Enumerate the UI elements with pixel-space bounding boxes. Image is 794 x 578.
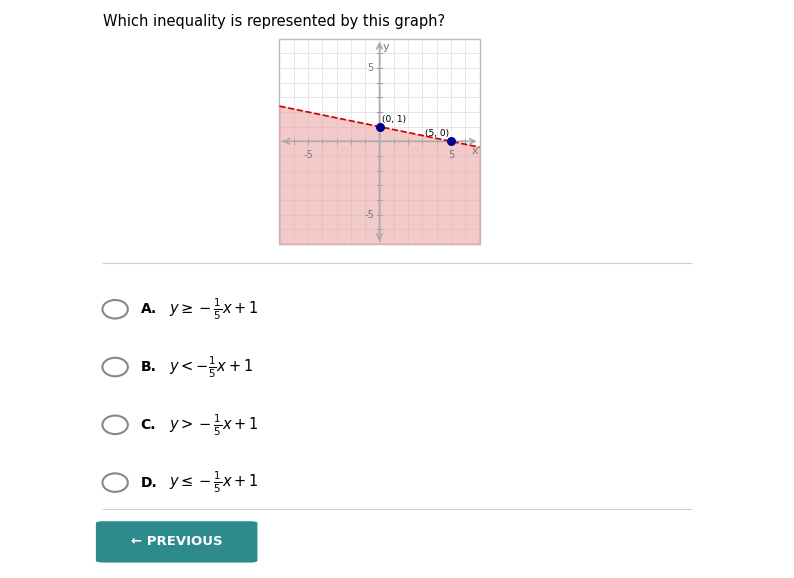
Text: D.: D. (141, 476, 157, 490)
Text: $y > -\frac{1}{5}x+1$: $y > -\frac{1}{5}x+1$ (169, 412, 259, 438)
Text: A.: A. (141, 302, 156, 316)
Text: C.: C. (141, 418, 156, 432)
Text: y: y (383, 42, 389, 51)
Text: x: x (472, 146, 478, 155)
Text: B.: B. (141, 360, 156, 374)
Text: 5: 5 (448, 150, 454, 160)
Text: $y < -\frac{1}{5}x+1$: $y < -\frac{1}{5}x+1$ (169, 354, 253, 380)
Point (373, 122, 386, 131)
Text: (5, 0): (5, 0) (426, 129, 449, 138)
Text: ← PREVIOUS: ← PREVIOUS (131, 535, 222, 549)
Text: -5: -5 (303, 150, 313, 160)
FancyBboxPatch shape (96, 521, 257, 562)
Point (445, 137, 457, 146)
Text: $y \geq -\frac{1}{5}x+1$: $y \geq -\frac{1}{5}x+1$ (169, 297, 259, 322)
Bar (279, 39, 480, 244)
Text: (0, 1): (0, 1) (382, 114, 406, 124)
Text: Which inequality is represented by this graph?: Which inequality is represented by this … (103, 14, 445, 29)
Text: -5: -5 (364, 210, 374, 220)
Text: 5: 5 (368, 63, 374, 73)
Text: $y \leq -\frac{1}{5}x+1$: $y \leq -\frac{1}{5}x+1$ (169, 470, 259, 495)
